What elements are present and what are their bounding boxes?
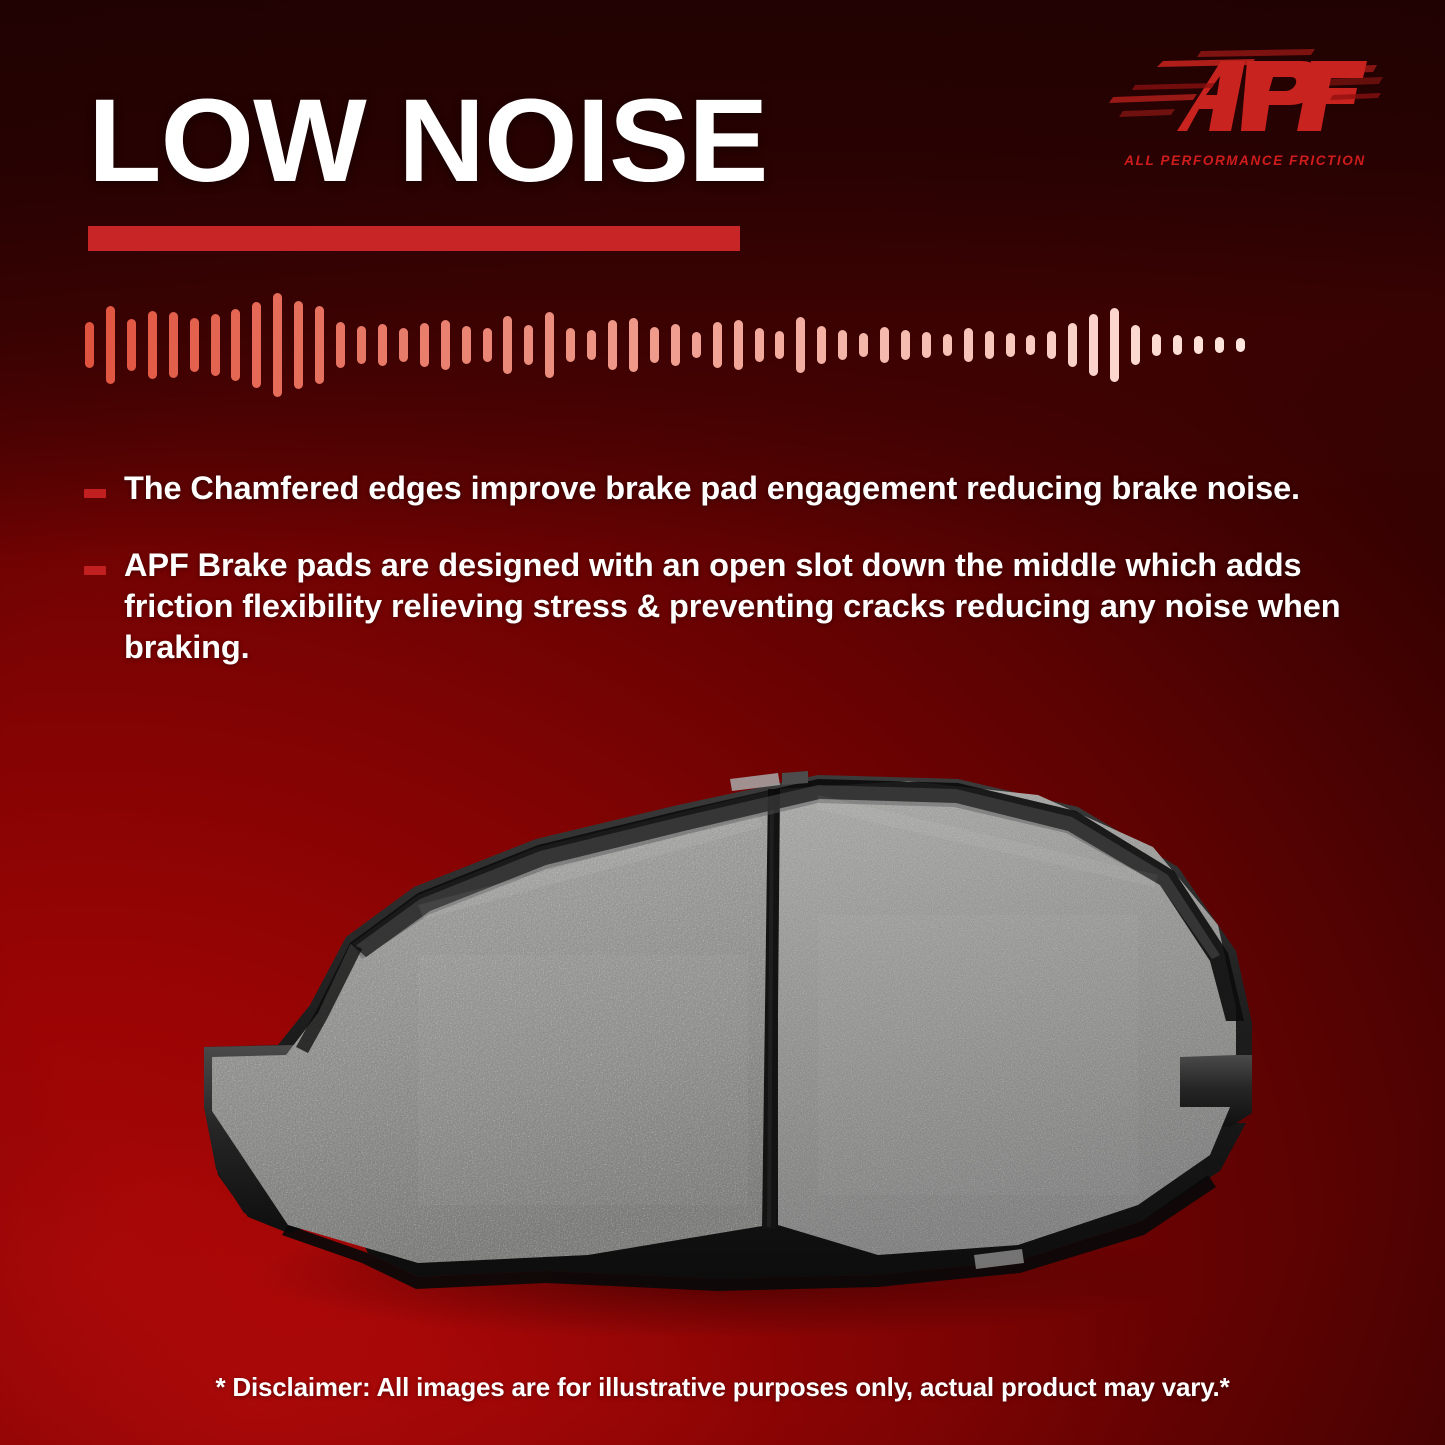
page-title: LOW NOISE — [88, 75, 769, 207]
waveform-bar — [482, 328, 492, 362]
waveform-bar — [942, 334, 952, 356]
waveform-bar — [273, 293, 283, 397]
waveform-bar — [1214, 337, 1224, 353]
waveform-bar — [775, 331, 785, 359]
waveform-bar — [628, 318, 638, 372]
waveform-bar — [1172, 335, 1182, 355]
list-item: The Chamfered edges improve brake pad en… — [84, 468, 1385, 509]
waveform-bar — [210, 314, 220, 376]
waveform-bar — [754, 328, 764, 362]
waveform-bar — [1131, 325, 1141, 365]
waveform-bar — [1089, 314, 1099, 376]
waveform-bar — [1005, 333, 1015, 357]
waveform-bar — [336, 322, 346, 368]
waveform-bar — [1068, 323, 1078, 367]
waveform-bar — [398, 328, 408, 362]
waveform-bar — [1152, 334, 1162, 356]
waveform-bar — [691, 332, 701, 358]
dash-bullet-icon — [84, 489, 106, 498]
title-underline-rule — [88, 226, 740, 251]
waveform-bar — [147, 311, 157, 379]
waveform-bar — [649, 327, 659, 363]
waveform-bar — [461, 326, 471, 364]
waveform-bar — [419, 323, 429, 367]
waveform-bar — [608, 320, 618, 370]
waveform-bar — [440, 320, 450, 370]
waveform-bar — [566, 328, 576, 362]
waveform-bar — [356, 326, 366, 364]
waveform-bar — [712, 322, 722, 368]
waveform-bar — [1026, 335, 1036, 355]
waveform-bar — [921, 332, 931, 358]
waveform-bar — [796, 317, 806, 373]
waveform-bar — [733, 320, 743, 370]
waveform-bar — [587, 330, 597, 360]
waveform-bar — [984, 331, 994, 359]
waveform-bar — [670, 324, 680, 366]
waveform-bar — [963, 328, 973, 362]
waveform-bar — [126, 319, 136, 371]
waveform-bar — [880, 327, 890, 363]
waveform-bar — [545, 312, 555, 378]
waveform-bar — [1047, 331, 1057, 359]
disclaimer-text: * Disclaimer: All images are for illustr… — [215, 1372, 1230, 1402]
dash-bullet-icon — [84, 565, 106, 575]
waveform-bar — [524, 325, 534, 365]
bullet-text: The Chamfered edges improve brake pad en… — [124, 470, 1300, 506]
waveform-bar — [377, 324, 387, 366]
waveform-bar — [859, 333, 869, 357]
waveform-bar — [817, 326, 827, 364]
waveform-bar — [1110, 308, 1120, 382]
list-item: APF Brake pads are designed with an open… — [84, 545, 1385, 668]
audio-waveform — [85, 286, 1245, 404]
waveform-bar — [1235, 338, 1245, 352]
brake-pad-photo — [118, 755, 1288, 1335]
feature-bullet-list: The Chamfered edges improve brake pad en… — [84, 468, 1385, 704]
waveform-bar — [503, 316, 513, 374]
logo-tagline: ALL PERFORMANCE FRICTION — [1124, 153, 1366, 168]
apf-logo: ALL PERFORMANCE FRICTION — [1105, 45, 1385, 170]
waveform-bar — [900, 330, 910, 360]
waveform-bar — [105, 306, 115, 384]
waveform-bar — [252, 302, 262, 388]
waveform-bar — [315, 306, 325, 384]
waveform-bar — [189, 318, 199, 372]
bullet-text: APF Brake pads are designed with an open… — [124, 546, 1341, 665]
waveform-bar — [168, 312, 178, 378]
waveform-bar — [1193, 336, 1203, 354]
waveform-bar — [85, 322, 94, 368]
waveform-bar — [231, 309, 241, 381]
waveform-bar — [838, 330, 848, 360]
waveform-bar — [294, 301, 304, 389]
